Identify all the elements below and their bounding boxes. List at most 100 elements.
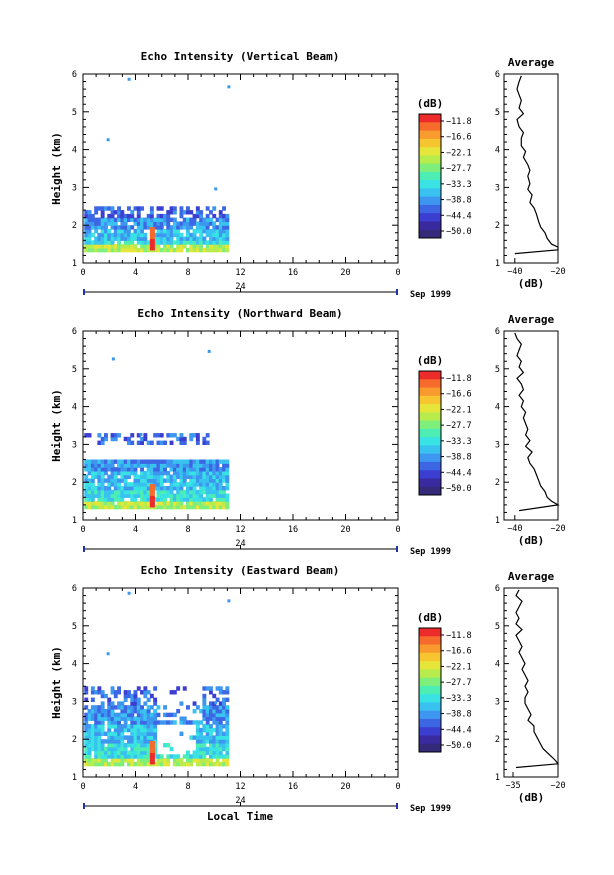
echo-cell — [90, 758, 95, 763]
echo-cell — [100, 731, 105, 736]
echo-cell — [149, 227, 155, 232]
echo-cell — [225, 474, 230, 479]
echo-cell — [195, 229, 200, 234]
echo-cell — [156, 754, 161, 759]
echo-cell — [205, 720, 210, 725]
echo-cell — [195, 236, 200, 241]
echo-cell — [156, 225, 161, 230]
echo-cell — [140, 501, 144, 506]
echo-cell — [209, 686, 213, 691]
echo-cell — [205, 478, 210, 483]
colorbar-swatch — [419, 171, 441, 181]
echo-cell — [140, 482, 144, 487]
echo-cell — [140, 761, 144, 767]
echo-cell — [205, 459, 210, 464]
y-tick-label: 1 — [72, 773, 77, 783]
echo-cell — [215, 225, 220, 230]
echo-cell — [130, 693, 135, 699]
echo-cell — [179, 433, 184, 438]
echo-cell — [156, 232, 161, 238]
echo-cell — [87, 712, 92, 718]
echo-cell — [169, 746, 174, 752]
echo-cell — [94, 459, 99, 464]
x-tick-label: 8 — [185, 525, 190, 535]
echo-cell — [163, 459, 167, 464]
echo-cell — [100, 761, 105, 767]
echo-cell — [130, 440, 135, 445]
echo-cell — [209, 754, 213, 759]
echo-cell — [136, 504, 141, 510]
echo-cell — [215, 497, 220, 502]
echo-cell — [107, 463, 112, 468]
echo-cell — [104, 504, 108, 510]
echo-cell — [199, 731, 204, 736]
echo-cell — [202, 746, 207, 752]
echo-cell — [100, 497, 105, 502]
echo-cell — [169, 712, 174, 718]
echo-cell — [117, 724, 121, 729]
profile-y-tick-label: 4 — [495, 403, 500, 413]
echo-cell — [133, 493, 138, 498]
colorbar-tick-label: −27.7 — [446, 164, 472, 174]
echo-cell — [87, 735, 92, 740]
echo-cell — [189, 470, 194, 476]
echo-cell — [189, 720, 194, 725]
echo-cell — [153, 217, 158, 222]
profile-y-tick-label: 3 — [495, 697, 500, 707]
echo-cell — [149, 440, 154, 445]
echo-cell — [120, 709, 125, 714]
profile-y-tick-label: 1 — [495, 773, 500, 783]
colorbar-tick-label: −11.8 — [446, 117, 472, 127]
echo-cell — [97, 433, 102, 438]
echo-cell — [84, 221, 89, 226]
echo-cell — [202, 712, 207, 718]
echo-cell — [166, 433, 171, 438]
echo-cell — [172, 501, 177, 506]
echo-cell — [97, 221, 102, 226]
echo-cell — [143, 436, 148, 442]
echo-cell — [94, 467, 99, 472]
x-tick-label: 12 — [235, 782, 245, 792]
echo-cell — [146, 467, 151, 472]
echo-cell — [110, 750, 115, 755]
echo-cell — [222, 459, 226, 464]
echo-cell — [146, 240, 151, 245]
echo-cell — [107, 727, 112, 733]
echo-cell — [176, 225, 181, 230]
echo-cell — [222, 221, 226, 226]
colorbar-tick-label: −50.0 — [446, 741, 472, 751]
echo-cell — [218, 690, 223, 695]
echo-cell — [153, 236, 158, 241]
echo-cell — [104, 206, 108, 211]
echo-cell — [130, 701, 135, 706]
echo-cell — [159, 225, 164, 230]
echo-cell — [149, 748, 155, 753]
echo-cell — [127, 735, 131, 740]
echo-cell — [136, 463, 141, 468]
echo-cell — [97, 720, 102, 725]
echo-cell — [218, 761, 223, 767]
echo-cell — [133, 709, 138, 714]
echo-cell — [205, 504, 210, 510]
echo-cell — [212, 474, 217, 479]
echo-cell — [189, 474, 194, 479]
echo-cell — [215, 217, 220, 222]
echo-cell — [212, 489, 217, 495]
echo-cell — [84, 493, 89, 498]
echo-cell — [163, 504, 167, 510]
echo-cell — [113, 497, 118, 502]
echo-cell — [166, 758, 171, 763]
echo-cell — [189, 436, 194, 442]
echo-cell — [212, 482, 217, 487]
echo-cell — [84, 690, 89, 695]
echo-cell — [140, 474, 144, 479]
echo-cell — [94, 463, 99, 468]
echo-cell — [113, 467, 118, 472]
echo-cell — [130, 459, 135, 464]
x-tick-label: 8 — [185, 268, 190, 278]
echo-cell — [94, 746, 99, 752]
echo-cell — [153, 712, 158, 718]
echo-cell — [215, 739, 220, 744]
panel-3: Echo Intensity (Eastward Beam)123456Heig… — [50, 564, 566, 823]
echo-cell — [159, 213, 164, 219]
